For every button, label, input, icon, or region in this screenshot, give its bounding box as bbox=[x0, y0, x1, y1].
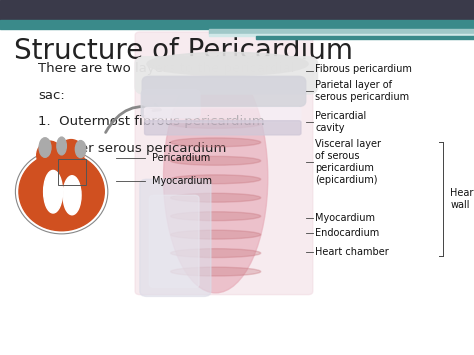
Text: 2.  Inner serous pericardium: 2. Inner serous pericardium bbox=[38, 142, 226, 155]
Text: 1.  Outermost fibrous pericardium: 1. Outermost fibrous pericardium bbox=[38, 115, 264, 129]
Ellipse shape bbox=[171, 193, 261, 202]
Text: Parietal layer of
serous pericardium: Parietal layer of serous pericardium bbox=[315, 80, 410, 102]
Bar bbox=[209, 29, 474, 34]
Text: Fibrous pericardium: Fibrous pericardium bbox=[315, 64, 412, 74]
Text: Myocardium: Myocardium bbox=[152, 176, 212, 186]
FancyBboxPatch shape bbox=[140, 179, 211, 296]
Text: Pericardium: Pericardium bbox=[152, 153, 210, 163]
Text: Endocardium: Endocardium bbox=[315, 228, 380, 237]
Ellipse shape bbox=[171, 248, 261, 258]
FancyBboxPatch shape bbox=[135, 57, 318, 94]
Ellipse shape bbox=[171, 138, 261, 147]
Ellipse shape bbox=[171, 175, 261, 184]
Ellipse shape bbox=[171, 119, 261, 128]
Ellipse shape bbox=[44, 170, 63, 213]
Text: Structure of Pericardium: Structure of Pericardium bbox=[14, 37, 353, 65]
Ellipse shape bbox=[58, 140, 84, 168]
Ellipse shape bbox=[171, 212, 261, 220]
Ellipse shape bbox=[147, 52, 308, 76]
Text: Heart
wall: Heart wall bbox=[450, 187, 474, 210]
Ellipse shape bbox=[171, 267, 261, 276]
Ellipse shape bbox=[164, 62, 268, 293]
Ellipse shape bbox=[171, 230, 261, 239]
FancyBboxPatch shape bbox=[145, 121, 301, 135]
Text: Pericardial
cavity: Pericardial cavity bbox=[315, 111, 366, 133]
Ellipse shape bbox=[19, 153, 104, 231]
FancyBboxPatch shape bbox=[145, 108, 301, 122]
FancyBboxPatch shape bbox=[141, 90, 200, 118]
Ellipse shape bbox=[57, 137, 66, 155]
Ellipse shape bbox=[63, 176, 81, 215]
Bar bbox=[209, 34, 474, 36]
Ellipse shape bbox=[39, 138, 51, 157]
Ellipse shape bbox=[75, 141, 86, 158]
Text: There are two layers to the pericardial: There are two layers to the pericardial bbox=[38, 62, 294, 75]
Ellipse shape bbox=[36, 141, 63, 170]
Bar bbox=[256, 36, 474, 39]
Text: Visceral layer
of serous
pericardium
(epicardium): Visceral layer of serous pericardium (ep… bbox=[315, 138, 381, 185]
FancyBboxPatch shape bbox=[142, 76, 306, 106]
Text: sac:: sac: bbox=[38, 89, 64, 102]
Bar bbox=[0, 20, 474, 29]
FancyBboxPatch shape bbox=[135, 32, 313, 295]
Bar bbox=[0, 0, 474, 20]
Ellipse shape bbox=[171, 156, 261, 165]
Text: Myocardium: Myocardium bbox=[315, 213, 375, 223]
Text: Heart chamber: Heart chamber bbox=[315, 247, 389, 257]
FancyBboxPatch shape bbox=[149, 195, 199, 288]
